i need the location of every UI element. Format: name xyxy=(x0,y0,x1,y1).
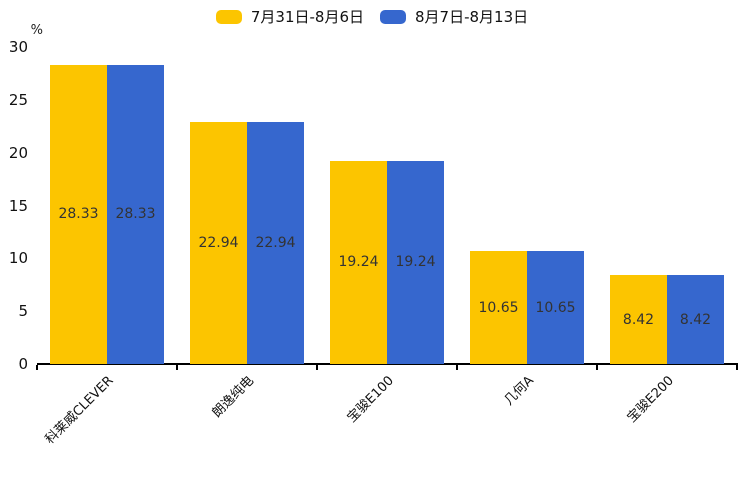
y-axis-unit-label: % xyxy=(30,23,43,38)
bar-8月7日-8月13日-宝骏E100: 19.24 xyxy=(387,160,444,364)
x-category-label: 几何A xyxy=(501,373,537,409)
x-tick-mark xyxy=(596,365,598,370)
x-category-label: 宝骏E200 xyxy=(624,373,677,426)
y-tick-label: 25 xyxy=(8,90,28,109)
bar-value-label: 10.65 xyxy=(535,299,576,316)
x-tick-mark xyxy=(736,365,738,370)
bar-value-label: 19.24 xyxy=(395,254,436,271)
bar-value-label: 19.24 xyxy=(338,254,379,271)
bar-7月31日-8月6日-宝骏E100: 19.24 xyxy=(330,160,387,364)
legend-item-series1: 7月31日-8月6日 xyxy=(215,8,364,26)
bar-7月31日-8月6日-几何A: 10.65 xyxy=(470,251,527,364)
y-tick-label: 5 xyxy=(18,302,28,321)
bar-8月7日-8月13日-宝骏E200: 8.42 xyxy=(667,275,724,364)
legend-swatch-yellow xyxy=(215,10,242,24)
x-tick-mark xyxy=(36,365,38,370)
bar-value-label: 28.33 xyxy=(58,206,99,223)
legend-label-series1: 7月31日-8月6日 xyxy=(250,8,364,26)
bar-value-label: 22.94 xyxy=(255,234,296,251)
bar-8月7日-8月13日-科莱威CLEVER: 28.33 xyxy=(107,64,164,364)
bar-7月31日-8月6日-朗逸纯电: 22.94 xyxy=(190,121,247,364)
legend: 7月31日-8月6日 8月7日-8月13日 xyxy=(0,8,744,26)
x-category-label: 科莱威CLEVER xyxy=(42,373,117,448)
bar-7月31日-8月6日-宝骏E200: 8.42 xyxy=(610,275,667,364)
x-tick-mark xyxy=(456,365,458,370)
y-tick-label: 30 xyxy=(8,38,28,56)
y-tick-label: 15 xyxy=(8,196,28,215)
x-category-label: 朗逸纯电 xyxy=(209,373,257,421)
bar-8月7日-8月13日-几何A: 10.65 xyxy=(527,251,584,364)
bar-value-label: 8.42 xyxy=(622,311,655,328)
y-tick-label: 20 xyxy=(8,143,28,162)
bar-value-label: 28.33 xyxy=(115,206,156,223)
legend-label-series2: 8月7日-8月13日 xyxy=(415,8,529,26)
x-axis-line xyxy=(37,363,738,365)
bar-value-label: 22.94 xyxy=(198,234,239,251)
legend-swatch-blue xyxy=(380,10,406,24)
bar-value-label: 8.42 xyxy=(679,311,712,328)
bar-8月7日-8月13日-朗逸纯电: 22.94 xyxy=(247,121,304,364)
bar-value-label: 10.65 xyxy=(478,299,519,316)
y-tick-label: 10 xyxy=(8,249,28,268)
x-tick-mark xyxy=(176,365,178,370)
y-tick-label: 0 xyxy=(18,355,28,373)
x-category-label: 宝骏E100 xyxy=(344,373,397,426)
bar-7月31日-8月6日-科莱威CLEVER: 28.33 xyxy=(50,64,107,364)
legend-item-series2: 8月7日-8月13日 xyxy=(380,8,528,26)
x-tick-mark xyxy=(316,365,318,370)
